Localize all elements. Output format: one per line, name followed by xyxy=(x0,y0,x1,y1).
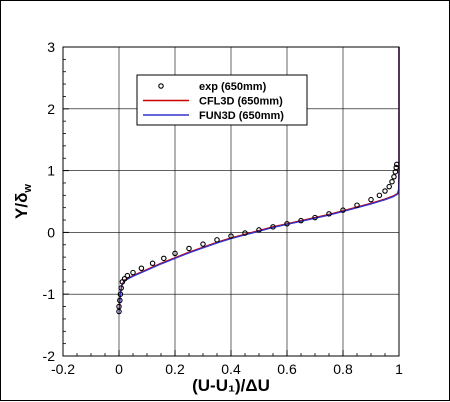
legend-entry-label: FUN3D (650mm) xyxy=(199,110,284,122)
x-tick-label: 0.6 xyxy=(277,361,297,377)
x-tick-label: 0.2 xyxy=(165,361,185,377)
plot-series xyxy=(116,47,400,315)
data-point xyxy=(298,217,304,224)
x-tick-label: 0.8 xyxy=(333,361,353,377)
data-point xyxy=(138,265,145,271)
data-point xyxy=(312,214,318,221)
y-tick-label: -1 xyxy=(43,286,56,302)
data-point xyxy=(149,260,156,267)
data-point xyxy=(382,188,388,194)
y-axis-label-subscript: w xyxy=(22,184,34,194)
data-point xyxy=(186,245,192,252)
x-axis-label: (U-U₁)/ΔU xyxy=(192,376,270,395)
data-point xyxy=(214,237,220,243)
data-point xyxy=(256,227,262,233)
series-line xyxy=(118,47,400,313)
data-point xyxy=(392,169,399,175)
legend-marker xyxy=(158,83,164,89)
data-point xyxy=(326,211,332,217)
y-axis-label-group: Y/δw xyxy=(12,184,34,219)
x-tick-label: 0.4 xyxy=(221,361,241,377)
y-tick-label: 3 xyxy=(47,39,55,55)
axis-labels: (U-U₁)/ΔU Y/δw xyxy=(12,184,270,395)
x-tick-label: 0 xyxy=(115,361,123,377)
data-point xyxy=(172,250,178,257)
data-point xyxy=(121,275,128,282)
data-point xyxy=(130,269,136,276)
data-point xyxy=(228,233,234,239)
data-point xyxy=(389,178,395,185)
data-point xyxy=(340,207,346,213)
legend: exp (650mm) CFL3D (650mm) FUN3D (650mm) xyxy=(136,74,308,126)
data-point xyxy=(124,272,131,279)
data-point xyxy=(376,192,383,199)
x-tick-label: 1 xyxy=(395,361,403,377)
data-point xyxy=(284,220,290,227)
data-point xyxy=(354,202,360,208)
data-point xyxy=(117,297,123,304)
x-tick-label: -0.2 xyxy=(51,361,75,377)
data-point xyxy=(394,161,400,168)
y-tick-label: 0 xyxy=(47,224,55,240)
legend-entry-label: exp (650mm) xyxy=(199,81,267,93)
legend-entry-label: CFL3D (650mm) xyxy=(199,96,283,108)
data-point xyxy=(242,230,248,236)
data-point xyxy=(391,174,397,180)
data-point xyxy=(118,285,124,291)
data-point xyxy=(270,224,276,230)
y-axis-label: Y/δw xyxy=(12,184,34,219)
axis-ticks: -0.2 0 0.2 0.4 0.6 0.8 1 -2 -1 0 1 2 3 xyxy=(43,39,404,377)
data-point xyxy=(200,241,206,247)
data-point xyxy=(393,164,399,171)
data-point xyxy=(117,291,124,297)
y-tick-label: 1 xyxy=(47,163,55,179)
data-point xyxy=(386,183,392,190)
data-point xyxy=(368,196,374,203)
y-tick-label: 2 xyxy=(47,101,55,117)
y-tick-label: -2 xyxy=(43,348,56,364)
y-axis-label-main: Y/δ xyxy=(12,193,31,219)
data-point xyxy=(116,303,122,310)
data-point xyxy=(161,255,167,262)
